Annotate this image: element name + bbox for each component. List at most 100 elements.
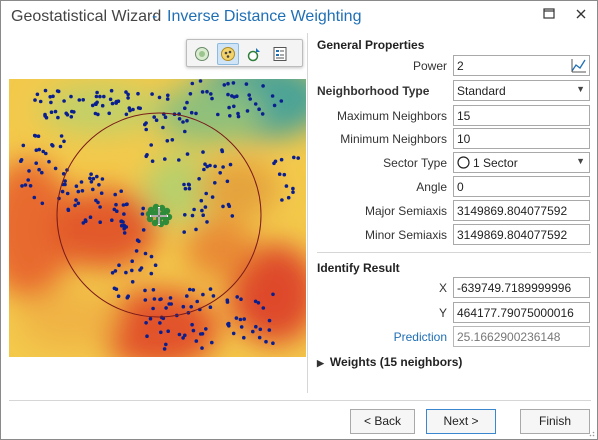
x-field[interactable]: -639749.7189999996	[453, 277, 590, 298]
minor-semiaxis-field[interactable]: 3149869.804077592	[453, 224, 590, 245]
sample-point	[144, 121, 148, 125]
sample-point	[270, 94, 275, 98]
sample-point	[188, 287, 192, 292]
sample-point	[201, 292, 205, 297]
sample-point	[51, 94, 55, 99]
sample-point	[110, 218, 114, 222]
minor-semiaxis-value: 3149869.804077592	[457, 228, 568, 242]
sample-point	[177, 332, 182, 337]
sector-type-select[interactable]: 1 Sector ▼	[453, 152, 590, 173]
sample-point	[48, 95, 52, 99]
sample-point	[124, 112, 129, 117]
power-field[interactable]: 2	[453, 55, 590, 76]
sample-point	[90, 103, 95, 108]
close-button[interactable]	[569, 7, 593, 25]
angle-field[interactable]: 0	[453, 176, 590, 197]
sample-point	[204, 327, 208, 331]
sample-point	[136, 106, 141, 110]
sample-point	[152, 115, 156, 119]
min-neighbors-field[interactable]: 10	[453, 128, 590, 149]
sample-point	[145, 334, 149, 338]
next-button[interactable]: Next >	[426, 409, 496, 434]
sample-point	[159, 330, 163, 335]
max-neighbors-field[interactable]: 15	[453, 105, 590, 126]
sample-point	[91, 176, 96, 181]
sample-point	[200, 346, 204, 350]
y-field[interactable]: 464177.79075000016	[453, 302, 590, 323]
sample-point	[271, 341, 275, 346]
sample-point	[230, 214, 235, 218]
sample-point	[89, 172, 93, 176]
sample-point	[183, 186, 188, 191]
sample-point	[28, 184, 33, 188]
sample-point	[161, 125, 165, 130]
sample-point	[20, 184, 24, 188]
sample-point	[195, 299, 199, 304]
sample-point	[145, 153, 149, 157]
sample-point	[115, 209, 119, 213]
sample-point	[201, 150, 205, 154]
globe-tool-button[interactable]	[191, 43, 213, 65]
interpolation-map[interactable]	[9, 79, 306, 357]
sample-point	[35, 92, 40, 97]
sample-point	[91, 187, 95, 192]
sample-point	[247, 93, 251, 97]
sample-point	[220, 149, 225, 154]
resize-grip-icon[interactable]	[587, 429, 595, 437]
sample-point	[63, 179, 67, 183]
sample-point	[49, 110, 54, 114]
optimize-power-icon[interactable]	[571, 58, 587, 73]
sample-point	[130, 268, 134, 273]
sample-point	[208, 287, 213, 291]
sample-point	[291, 186, 295, 191]
sample-point	[94, 198, 98, 203]
sample-point	[218, 171, 222, 175]
weights-expander[interactable]: ▶ Weights (15 neighbors)	[317, 355, 462, 369]
sample-point	[140, 212, 145, 216]
sample-point	[216, 112, 220, 117]
sample-point	[236, 114, 241, 119]
sample-point	[151, 288, 156, 292]
sample-point	[44, 115, 49, 120]
sample-point	[272, 161, 276, 166]
sample-points-layer	[19, 79, 301, 351]
min-neighbors-value: 10	[457, 132, 471, 146]
sample-point	[198, 79, 203, 83]
sample-point	[221, 204, 225, 209]
sample-point	[236, 111, 240, 116]
sample-point	[277, 172, 282, 176]
sample-point	[253, 102, 258, 106]
sample-point	[182, 230, 186, 234]
sample-point	[271, 292, 275, 297]
sample-point	[228, 114, 232, 118]
sample-point	[189, 110, 194, 115]
back-button[interactable]: < Back	[350, 409, 415, 434]
sample-point	[107, 111, 111, 116]
neighborhood-type-select[interactable]: Standard ▼	[453, 80, 590, 101]
sample-point	[177, 158, 181, 162]
sample-point	[149, 271, 154, 276]
minimize-button[interactable]	[537, 7, 561, 25]
sample-point	[185, 100, 189, 105]
prediction-label: Prediction	[393, 330, 447, 344]
general-properties-header: General Properties	[317, 38, 425, 52]
sample-point	[181, 336, 185, 340]
sample-point	[204, 191, 208, 196]
sample-point	[80, 189, 85, 193]
finish-button[interactable]: Finish	[520, 409, 590, 434]
legend-tool-button[interactable]	[269, 43, 291, 65]
sample-point	[126, 294, 130, 298]
sample-point	[188, 92, 193, 96]
sample-point	[100, 177, 105, 181]
sample-point	[163, 115, 168, 119]
points-tool-button[interactable]	[217, 43, 239, 65]
sample-point	[260, 112, 265, 116]
sample-point	[79, 180, 84, 184]
layers-tool-button[interactable]	[243, 43, 265, 65]
sample-point	[200, 90, 205, 94]
sample-point	[181, 120, 185, 124]
major-semiaxis-field[interactable]: 3149869.804077592	[453, 200, 590, 221]
sample-point	[148, 316, 153, 321]
y-label: Y	[438, 306, 447, 320]
